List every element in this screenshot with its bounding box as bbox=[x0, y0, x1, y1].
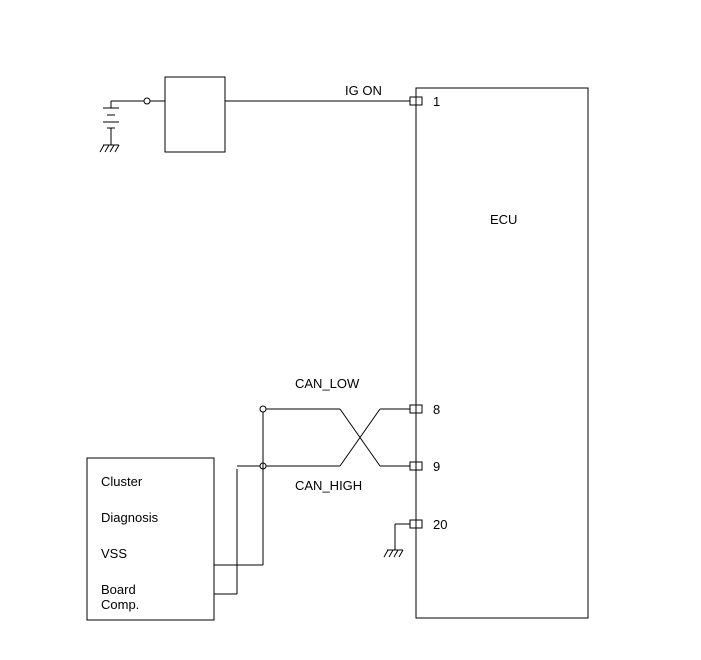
battery-symbol bbox=[103, 108, 119, 128]
vss-label: VSS bbox=[101, 546, 127, 561]
pin-1-label: 1 bbox=[433, 94, 440, 109]
terminal-1 bbox=[144, 98, 150, 104]
can-low-label: CAN_LOW bbox=[295, 376, 359, 391]
cluster-label: Cluster bbox=[101, 474, 142, 489]
switch-box bbox=[165, 77, 225, 152]
ecu-label: ECU bbox=[490, 212, 517, 227]
ig-on-label: IG ON bbox=[345, 83, 382, 98]
terminal-2 bbox=[260, 406, 266, 412]
board-label: Board bbox=[101, 582, 136, 597]
diagnosis-label: Diagnosis bbox=[101, 510, 158, 525]
pin-8-label: 8 bbox=[433, 402, 440, 417]
comp-label: Comp. bbox=[101, 597, 139, 612]
can-high-label: CAN_HIGH bbox=[295, 478, 362, 493]
pin-20-label: 20 bbox=[433, 517, 447, 532]
pin-9-label: 9 bbox=[433, 459, 440, 474]
ground-symbol-2 bbox=[384, 550, 403, 557]
schematic-diagram bbox=[0, 0, 701, 660]
ground-symbol-1 bbox=[100, 145, 119, 152]
ecu-box bbox=[416, 88, 588, 618]
